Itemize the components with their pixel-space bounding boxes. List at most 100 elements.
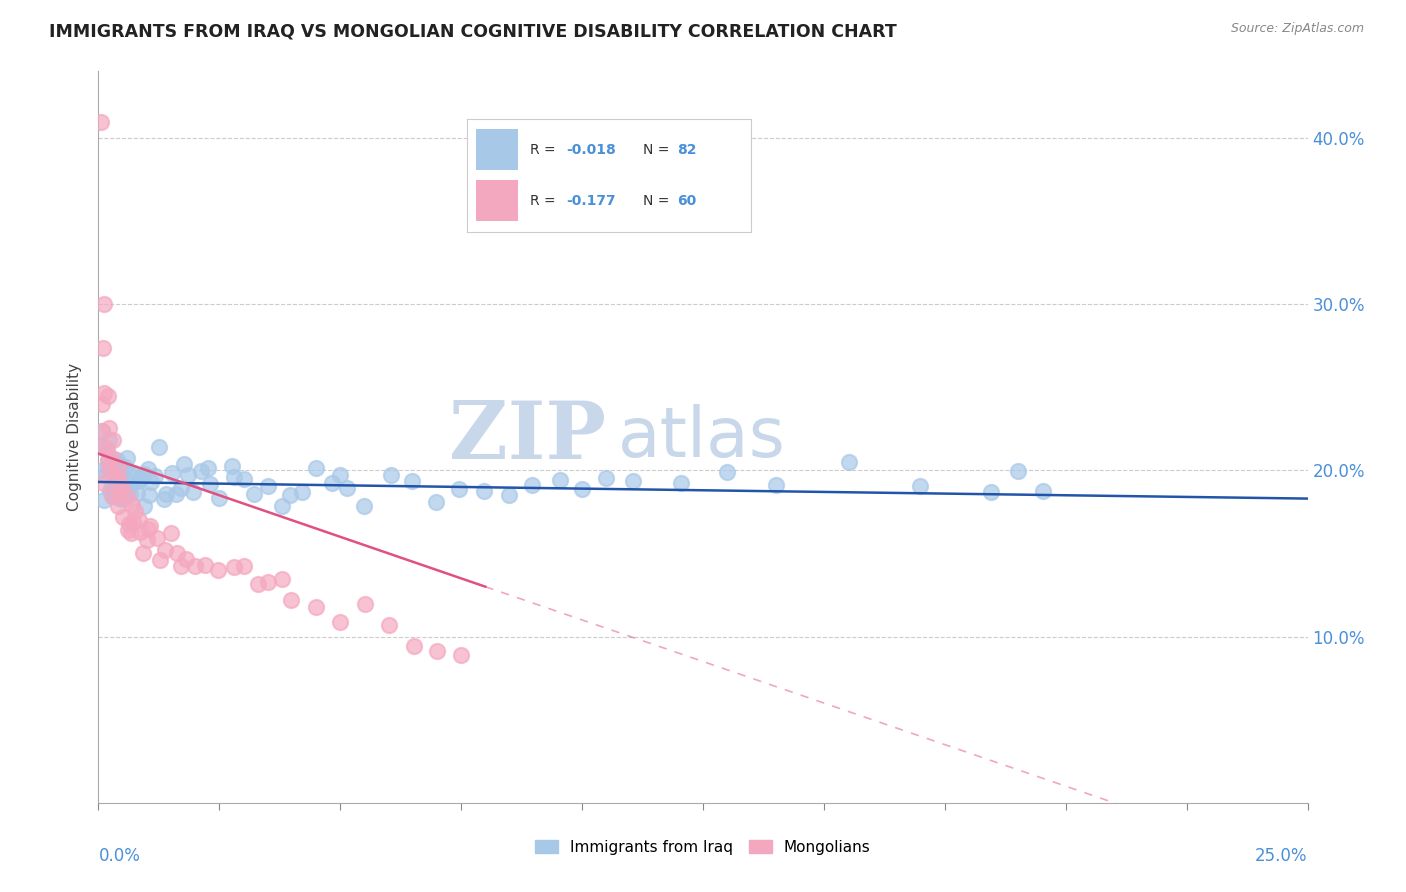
Point [115,484,138,499]
Point [120,476,142,491]
Point [170,559,193,574]
Point [93,475,115,490]
Point [110,477,132,491]
Point [183,558,205,573]
Point [256,479,278,493]
Point [96,443,118,458]
Point [149,553,172,567]
Legend: Immigrants from Iraq, Mongolians: Immigrants from Iraq, Mongolians [529,834,877,861]
Point [136,462,159,476]
Point [107,453,129,467]
Point [131,546,153,560]
Text: Source: ZipAtlas.com: Source: ZipAtlas.com [1230,22,1364,36]
Point [321,475,343,490]
Point [101,489,124,503]
Point [91,463,114,477]
Point [91,341,114,355]
Point [111,479,134,493]
Point [90,114,112,128]
Point [1032,484,1054,499]
Point [108,488,131,502]
Point [170,481,193,495]
Point [134,499,156,513]
Point [110,482,132,496]
Point [138,488,160,502]
Point [139,475,162,490]
Point [498,488,520,502]
Point [354,597,377,611]
Point [93,386,115,401]
Point [270,572,292,586]
Text: atlas: atlas [619,403,786,471]
Text: 25.0%: 25.0% [1256,847,1308,864]
Point [595,471,617,485]
Point [103,469,125,483]
Point [103,477,125,491]
Point [93,297,115,311]
Point [401,474,423,488]
Point [621,474,644,488]
Point [221,459,243,474]
Point [93,493,115,508]
Point [129,525,152,540]
Point [112,509,135,524]
Point [136,533,159,547]
Point [716,466,738,480]
Point [838,455,860,469]
Point [520,478,543,492]
Point [110,485,132,500]
Point [571,483,593,497]
Point [278,488,301,502]
Point [291,485,314,500]
Point [100,451,122,466]
Point [166,546,188,560]
Point [98,462,121,476]
Point [122,515,145,529]
Text: IMMIGRANTS FROM IRAQ VS MONGOLIAN COGNITIVE DISABILITY CORRELATION CHART: IMMIGRANTS FROM IRAQ VS MONGOLIAN COGNIT… [49,22,897,40]
Point [174,552,197,566]
Point [329,615,352,630]
Point [197,461,219,475]
Point [148,441,170,455]
Point [177,467,200,482]
Point [165,487,187,501]
Point [146,532,169,546]
Point [380,467,402,482]
Point [910,479,932,493]
Point [117,523,139,537]
Point [378,617,401,632]
Point [125,485,148,500]
Point [114,460,136,475]
Point [118,467,141,482]
Text: 0.0%: 0.0% [98,847,141,864]
Point [449,483,471,497]
Point [97,453,120,467]
Point [91,424,114,438]
Point [329,467,352,482]
Point [132,467,155,481]
Point [103,433,125,447]
Point [94,441,117,455]
Point [159,526,181,541]
Point [107,471,129,485]
Point [143,468,166,483]
Point [107,461,129,475]
Y-axis label: Cognitive Disability: Cognitive Disability [67,363,83,511]
Point [98,483,121,498]
Point [91,440,114,454]
Point [153,491,176,506]
Text: ZIP: ZIP [450,398,606,476]
Point [404,639,426,653]
Point [246,577,269,591]
Point [91,440,114,454]
Point [104,456,127,470]
Point [198,476,221,491]
Point [980,484,1002,499]
Point [548,473,571,487]
Point [91,397,114,411]
Point [121,526,143,541]
Point [97,433,120,447]
Point [128,513,150,527]
Point [107,491,129,505]
Point [107,483,129,498]
